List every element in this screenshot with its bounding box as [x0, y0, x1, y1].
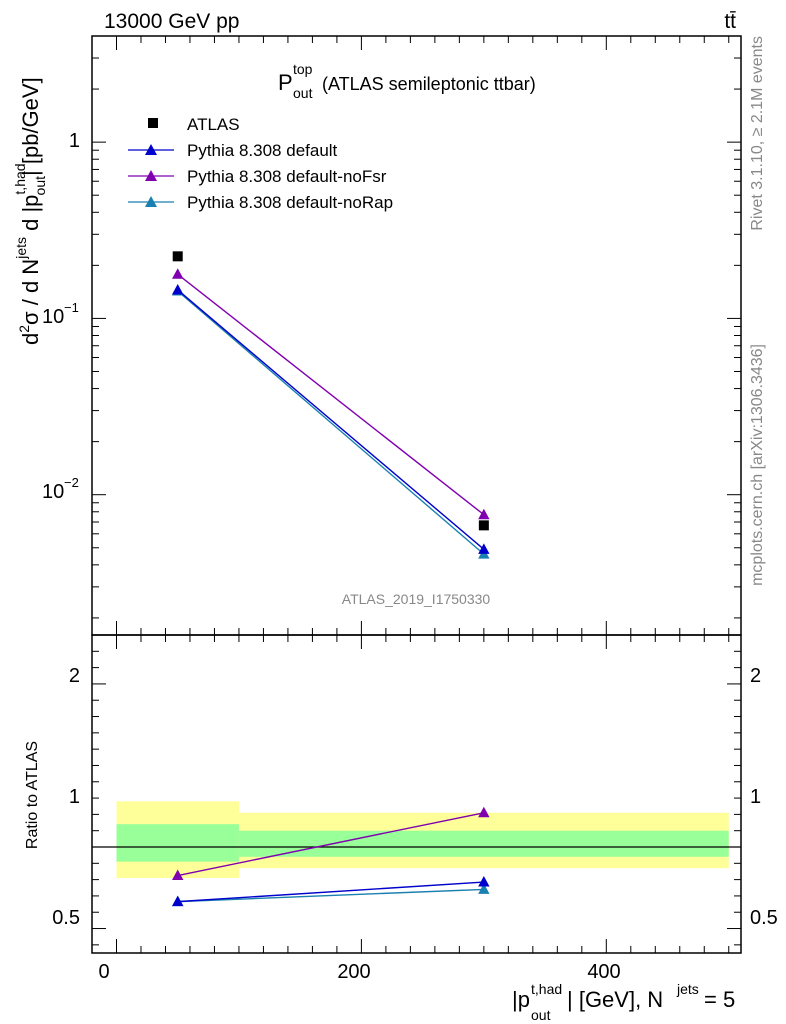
svg-text:out: out [531, 1007, 551, 1023]
main-point-default-1 [478, 543, 490, 554]
svg-text:10: 10 [42, 306, 64, 328]
ratio-point-default-0 [172, 895, 184, 907]
ratio-ytick-label-1: 1 [69, 786, 80, 808]
main-line-nofsr [177, 273, 485, 516]
svg-text:|p: |p [512, 987, 530, 1012]
main-y-axis-label: d2σ / d Njets d |pt,had out| [pb/GeV] [12, 77, 48, 345]
ratio-point-norap-1 [478, 883, 490, 894]
legend-label-norap: Pythia 8.308 default-noRap [187, 193, 393, 212]
legend-label-default: Pythia 8.308 default [187, 141, 338, 160]
svg-text:−1: −1 [64, 300, 79, 315]
main-point-default-0 [172, 283, 184, 295]
ratio-line-norap [177, 888, 484, 903]
ratio-ytick-label-2: 2 [69, 665, 80, 687]
ratio-uncertainty-bands [116, 801, 729, 878]
xtick-label-400: 400 [587, 961, 620, 983]
main-line-default [177, 289, 485, 550]
main-point-atlas-0 [172, 251, 183, 262]
main-point-nofsr-1 [478, 508, 490, 520]
title-rest: (ATLAS semileptonic ttbar) [322, 74, 536, 94]
plot-title: P top out (ATLAS semileptonic ttbar) [278, 61, 536, 101]
title-main: P [278, 70, 293, 95]
legend-marker-nofsr [145, 170, 157, 181]
x-axis-label: |p t,had out | [GeV], N jets = 5 [512, 981, 735, 1023]
svg-text:| [GeV], N: | [GeV], N [567, 987, 663, 1012]
legend-label-atlas: ATLAS [187, 115, 240, 134]
ratio-ytick-label-right-0.5: 0.5 [750, 907, 778, 929]
title-subscript: out [293, 85, 313, 101]
ytick-label-1: 1 [69, 130, 80, 152]
svg-text:t,had: t,had [531, 981, 562, 997]
ratio-y-axis-label: Ratio to ATLAS [24, 741, 41, 849]
title-superscript: top [293, 61, 313, 77]
main-series-layer [172, 251, 490, 559]
ratio-ytick-label-right-1: 1 [750, 786, 761, 808]
svg-text:10: 10 [42, 481, 64, 503]
xtick-label-0: 0 [98, 961, 109, 983]
ratio-band-inner-0 [116, 824, 239, 862]
legend-marker-default [145, 144, 157, 155]
legend-label-nofsr: Pythia 8.308 default-noFsr [187, 167, 387, 186]
analysis-watermark: ATLAS_2019_I1750330 [342, 591, 491, 607]
ratio-ytick-label-right-2: 2 [750, 665, 761, 687]
legend-marker-atlas [148, 118, 158, 128]
header-energy: 13000 GeV pp [104, 10, 239, 33]
main-point-nofsr-0 [172, 268, 184, 279]
ratio-point-default-1 [478, 876, 490, 887]
header-process: tt̄ [724, 10, 736, 33]
main-point-atlas-1 [478, 520, 489, 531]
xtick-label-200: 200 [337, 961, 370, 983]
main-line-norap [177, 290, 485, 555]
svg-text:= 5: = 5 [704, 987, 735, 1012]
mcplots-credit: mcplots.cern.ch [arXiv:1306.3436] [749, 344, 766, 586]
legend: ATLAS Pythia 8.308 default Pythia 8.308 … [128, 115, 393, 212]
legend-marker-norap [145, 196, 157, 207]
ratio-series-layer [172, 806, 490, 907]
ratio-plot-frame [91, 634, 742, 954]
svg-text:jets: jets [676, 981, 699, 997]
ratio-line-nofsr [177, 812, 484, 877]
axis-ticks [92, 35, 741, 953]
rivet-version: Rivet 3.1.10, ≥ 2.1M events [749, 36, 766, 231]
ratio-point-nofsr-1 [478, 806, 490, 818]
ratio-point-nofsr-0 [172, 869, 184, 881]
ratio-band-inner-1 [238, 830, 729, 857]
ytick-label-0.1: 10 −1 [42, 300, 79, 328]
svg-text:−2: −2 [64, 475, 79, 490]
ratio-line-default [177, 881, 484, 903]
ratio-ytick-label-0.5: 0.5 [52, 907, 80, 929]
ytick-label-0.01: 10 −2 [42, 475, 79, 503]
